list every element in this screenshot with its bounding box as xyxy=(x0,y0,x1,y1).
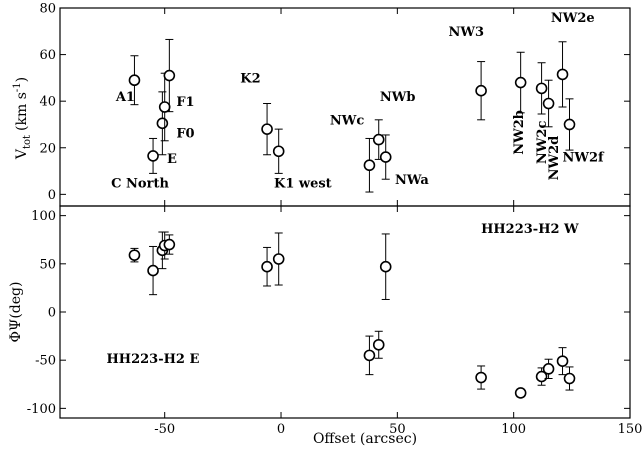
top-panel: 0 20 40 60 80 A1 F1 F0 E C North K2 K1 west NWc NWb N… xyxy=(12,2,631,207)
top-annotation-label: A1 xyxy=(115,90,135,105)
bottom-data-point xyxy=(128,249,141,261)
bottom-data-point xyxy=(514,387,527,399)
top-annotation-label: NWa xyxy=(395,173,429,188)
bottom-axis-ticks: -100 -50 0 50 100 -50 0 50 100 150 xyxy=(27,206,642,437)
bottom-y-tick-label: 100 xyxy=(31,209,56,224)
bottom-data-point xyxy=(363,349,376,362)
bottom-data-point xyxy=(147,264,159,277)
bottom-data-points xyxy=(128,231,576,399)
top-annotation-label: NW2f xyxy=(563,151,606,166)
bottom-plot-frame xyxy=(59,205,631,419)
top-annotation-label: F0 xyxy=(176,126,194,141)
bottom-y-tick-label: 0 xyxy=(48,306,56,321)
bottom-x-tick-label: -50 xyxy=(154,422,175,437)
top-y-tick-label: 60 xyxy=(39,48,56,63)
bottom-annotation-label: HH223-H2 E xyxy=(107,352,200,367)
top-data-point xyxy=(272,145,285,158)
top-y-tick-label: 40 xyxy=(39,95,56,110)
bottom-data-point xyxy=(272,253,285,265)
top-y-axis-label: Vtot(km s-1) xyxy=(12,77,33,160)
bottom-data-point xyxy=(379,260,392,273)
bottom-y-tick-label: -50 xyxy=(35,354,56,369)
top-data-point xyxy=(542,97,555,110)
bottom-data-point xyxy=(535,370,548,383)
top-y-tick-label: 0 xyxy=(48,188,56,203)
top-data-point xyxy=(379,151,392,163)
top-annotation-label: NW3 xyxy=(449,25,485,40)
top-annotation-label: F1 xyxy=(176,95,194,110)
top-annotation-label: K2 xyxy=(240,72,260,87)
bottom-data-point xyxy=(556,355,569,367)
top-data-point xyxy=(156,117,169,130)
top-y-tick-label: 20 xyxy=(39,141,56,156)
top-data-point xyxy=(128,74,141,87)
top-data-point xyxy=(147,150,159,162)
bottom-annotation-label: HH223-H2 W xyxy=(481,222,579,237)
bottom-y-axis-label: ΦΨ(deg) xyxy=(8,282,24,343)
top-data-point xyxy=(556,68,569,81)
bottom-data-point xyxy=(563,372,576,385)
top-data-point xyxy=(158,101,171,113)
top-axis-ticks: 0 20 40 60 80 xyxy=(39,2,631,206)
top-annotation-label: C North xyxy=(111,176,169,191)
top-annotation-label: NW2c xyxy=(535,121,550,165)
top-annotations: A1 F1 F0 E C North K2 K1 west NWc NWb NWa NW3 NW2b N… xyxy=(111,11,605,191)
top-data-point xyxy=(163,69,176,82)
bottom-data-point xyxy=(542,363,555,375)
top-annotation-label: K1 west xyxy=(274,176,332,191)
bottom-x-tick-label: 100 xyxy=(501,422,526,437)
top-data-point xyxy=(514,76,527,89)
top-data-point xyxy=(563,118,576,131)
bottom-x-tick-label: 0 xyxy=(277,422,285,437)
bottom-data-point xyxy=(261,260,273,273)
top-data-point xyxy=(363,159,376,172)
bottom-x-tick-label: 150 xyxy=(618,422,642,437)
top-annotation-label: NWc xyxy=(330,113,364,128)
top-data-point xyxy=(372,133,385,146)
top-annotation-label: E xyxy=(167,152,177,167)
top-data-point xyxy=(475,84,487,97)
top-annotation-label: NW2e xyxy=(551,11,595,26)
bottom-annotations: HH223-H2 W HH223-H2 E xyxy=(107,222,580,367)
top-data-point xyxy=(535,82,548,95)
x-axis-label: Offset (arcsec) xyxy=(313,431,417,447)
top-y-tick-label: 80 xyxy=(39,2,56,17)
bottom-data-point xyxy=(475,371,487,384)
bottom-x-tick-label: 50 xyxy=(389,422,406,437)
top-annotation-label: NW2d xyxy=(547,136,562,181)
top-data-points xyxy=(128,38,576,193)
bottom-y-tick-label: -100 xyxy=(27,402,56,417)
bottom-y-tick-label: 50 xyxy=(39,257,56,272)
bottom-data-point xyxy=(372,338,385,351)
top-data-point xyxy=(261,123,273,135)
top-annotation-label: NWb xyxy=(380,90,416,105)
top-annotation-label: NW2b xyxy=(512,110,527,155)
bottom-data-point xyxy=(163,238,176,251)
